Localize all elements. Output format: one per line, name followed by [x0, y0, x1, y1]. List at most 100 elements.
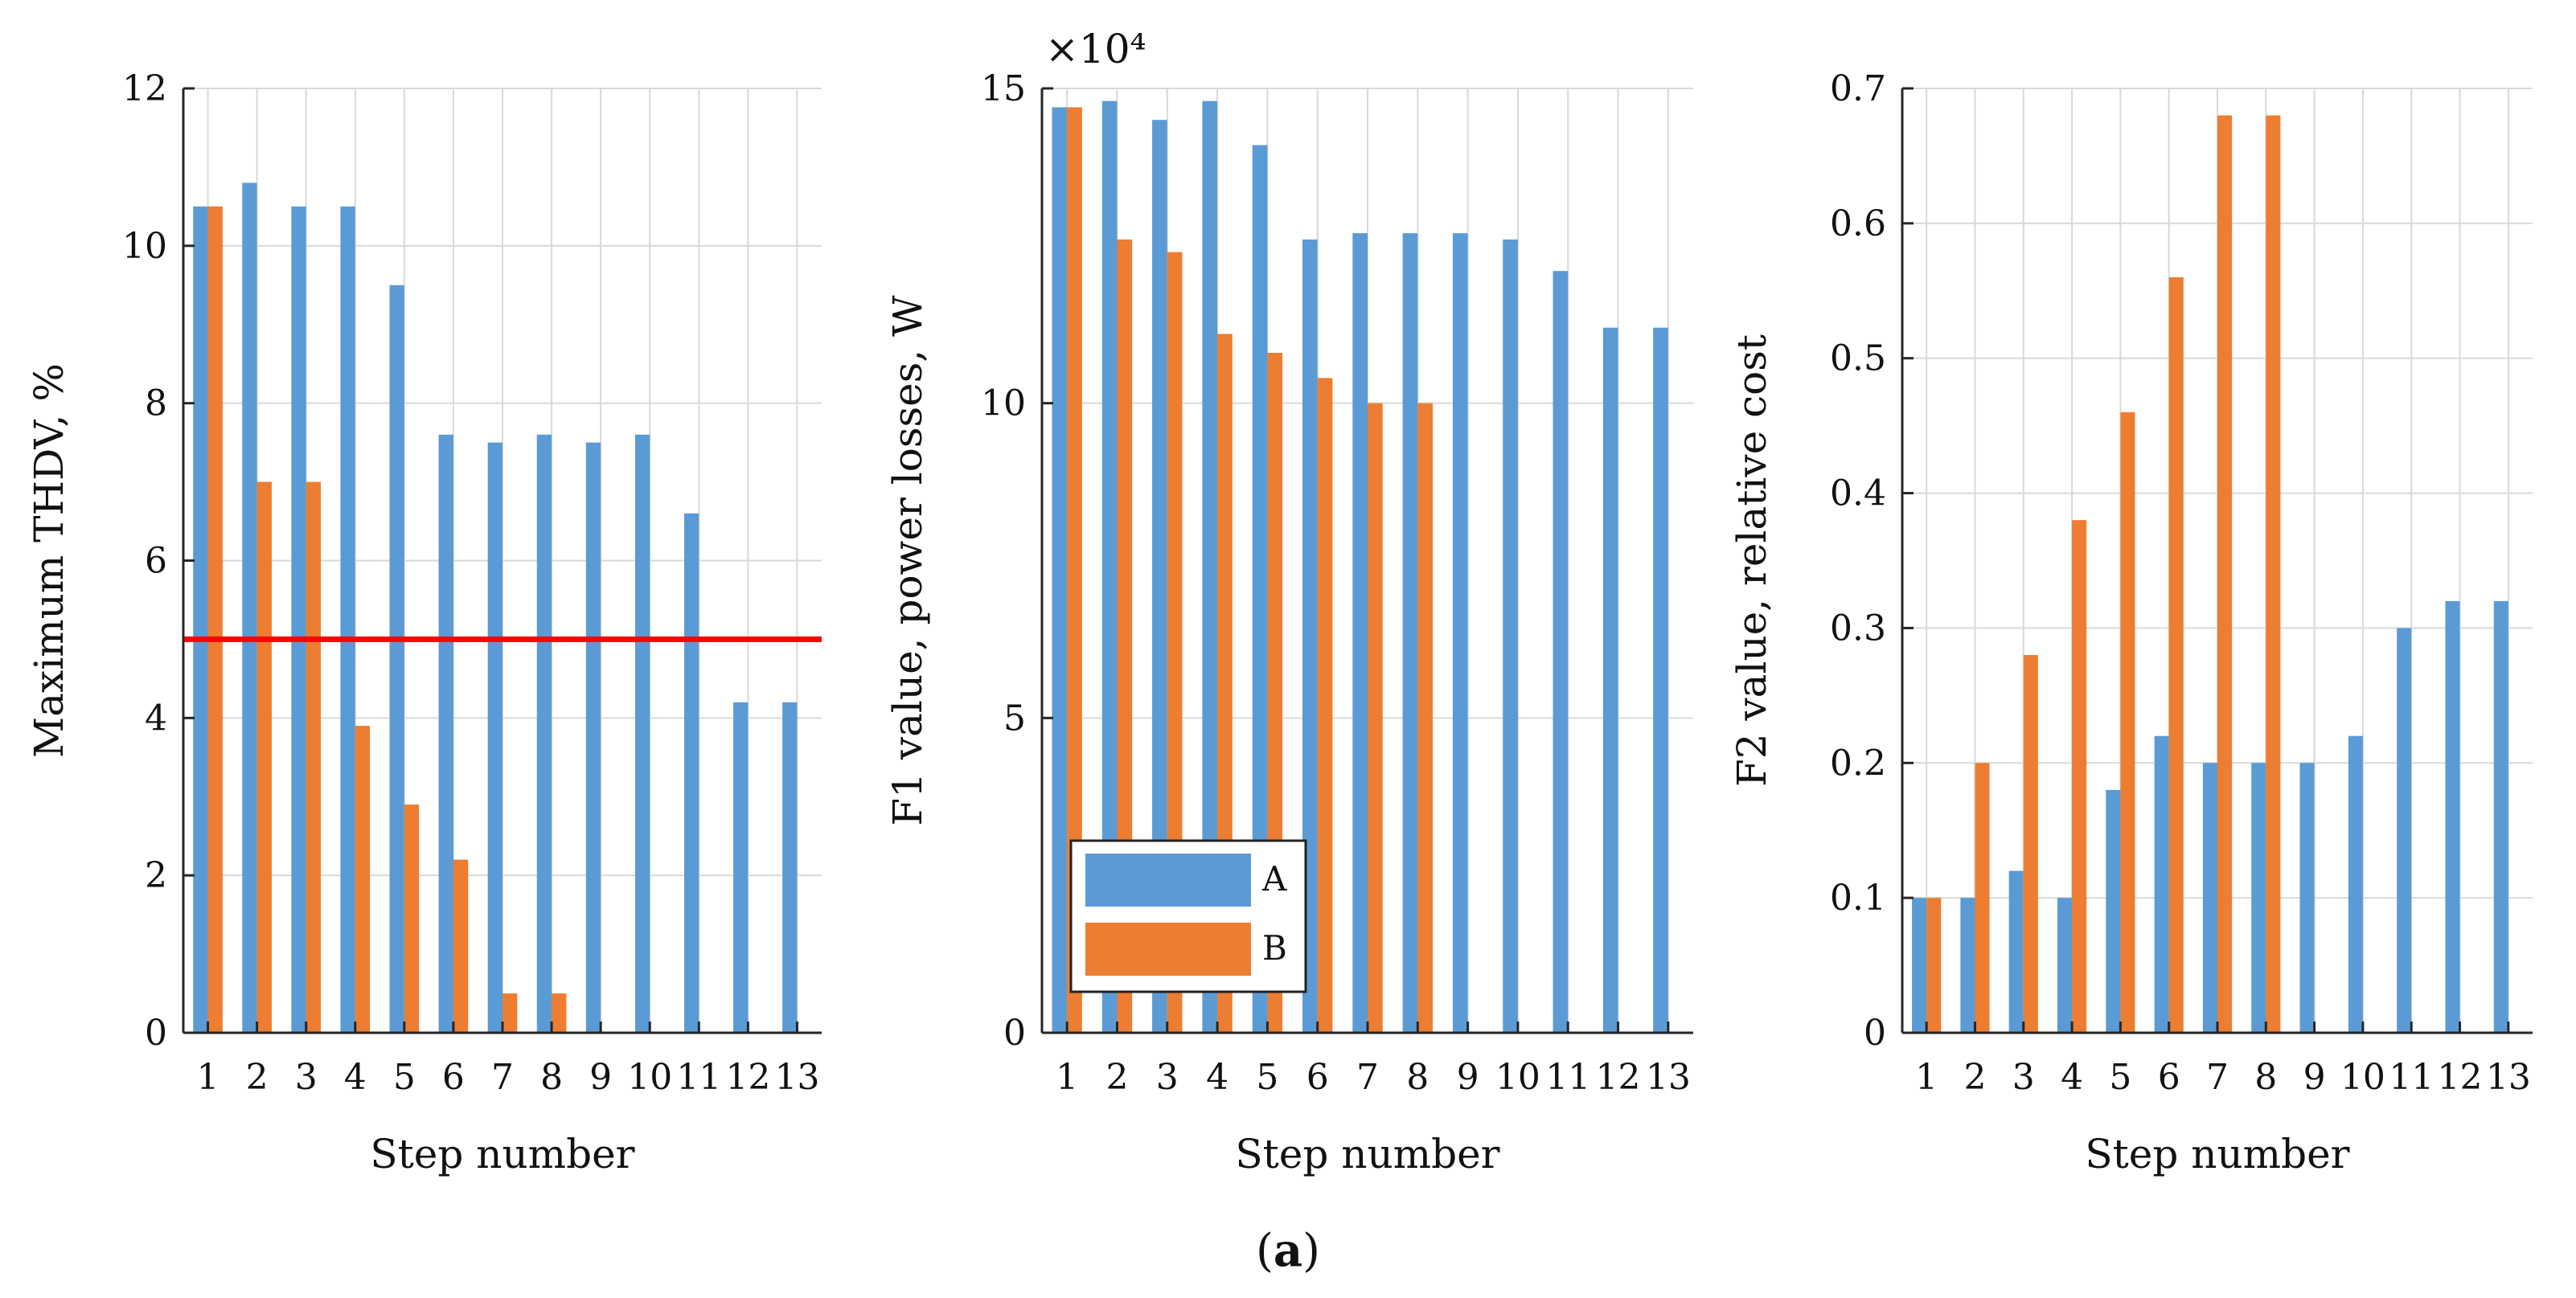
bar-f1-a-step-6 — [1302, 240, 1318, 1033]
bar-f1-b-step-2 — [1117, 240, 1133, 1033]
x-tick-label: 10 — [2340, 1057, 2385, 1098]
x-tick-label: 5 — [2109, 1057, 2131, 1098]
x-tick-label: 3 — [2012, 1057, 2035, 1098]
bar-f1-b-step-3 — [1167, 252, 1183, 1034]
bar-f1-a-step-5 — [1252, 145, 1268, 1033]
x-tick-label: 13 — [774, 1057, 819, 1098]
x-axis-title: Step number — [2085, 1131, 2349, 1177]
y-tick-label: 15 — [981, 68, 1026, 109]
bar-thdv-a-step-2 — [242, 182, 257, 1033]
legend-swatch-b — [1085, 923, 1251, 976]
x-tick-label: 5 — [1256, 1057, 1278, 1098]
x-tick-label: 11 — [676, 1057, 721, 1098]
y-axis-title: Maximum THDV, % — [26, 363, 72, 758]
bar-f2-b-step-3 — [2023, 655, 2038, 1033]
bar-f2-b-step-8 — [2266, 115, 2281, 1034]
bar-f1-b-step-7 — [1368, 403, 1383, 1034]
bar-f1-b-step-6 — [1317, 378, 1333, 1033]
x-tick-label: 11 — [1545, 1057, 1590, 1098]
bar-thdv-b-step-7 — [502, 993, 518, 1033]
x-tick-label: 1 — [197, 1057, 219, 1098]
bar-thdv-b-step-8 — [552, 993, 567, 1033]
x-tick-label: 6 — [1306, 1057, 1329, 1098]
bar-thdv-a-step-5 — [389, 285, 404, 1034]
x-tick-label: 7 — [2206, 1057, 2229, 1098]
bar-f1-a-step-10 — [1503, 240, 1518, 1033]
bar-f2-a-step-8 — [2251, 763, 2266, 1033]
x-axis-title: Step number — [370, 1131, 634, 1177]
x-tick-label: 6 — [442, 1057, 465, 1098]
bar-thdv-b-step-4 — [355, 726, 371, 1033]
x-tick-label: 4 — [1206, 1057, 1229, 1098]
x-tick-label: 1 — [1915, 1057, 1938, 1098]
bar-f2-a-step-4 — [2057, 898, 2073, 1033]
legend-swatch-a — [1085, 854, 1251, 907]
bar-thdv-b-step-2 — [256, 481, 272, 1033]
x-tick-label: 8 — [540, 1057, 563, 1098]
y-tick-label: 5 — [1003, 698, 1026, 739]
bar-f2-a-step-11 — [2397, 628, 2412, 1033]
x-tick-label: 11 — [2389, 1057, 2434, 1098]
y-tick-label: 0.3 — [1830, 608, 1886, 649]
bar-f1-b-step-8 — [1417, 403, 1433, 1034]
bar-thdv-a-step-10 — [634, 434, 650, 1033]
x-tick-label: 7 — [1356, 1057, 1379, 1098]
bar-f2-a-step-13 — [2493, 600, 2508, 1033]
bar-f2-a-step-10 — [2348, 735, 2363, 1033]
bar-f2-a-step-2 — [1960, 898, 1975, 1033]
bar-thdv-b-step-3 — [306, 481, 322, 1033]
x-tick-label: 9 — [2303, 1057, 2326, 1098]
y-tick-label: 6 — [145, 541, 167, 582]
x-tick-label: 12 — [1596, 1057, 1641, 1098]
bar-f2-a-step-1 — [1912, 898, 1927, 1033]
bar-thdv-a-step-8 — [536, 434, 552, 1033]
y-tick-label: 12 — [122, 68, 167, 109]
bar-f1-a-step-2 — [1101, 100, 1118, 1034]
x-tick-label: 12 — [725, 1057, 770, 1098]
legend-label-a: A — [1261, 859, 1287, 899]
x-tick-label: 1 — [1056, 1057, 1078, 1098]
bar-f2-b-step-6 — [2168, 277, 2184, 1033]
y-tick-label: 0.2 — [1830, 743, 1886, 784]
y-tick-label: 10 — [122, 226, 167, 267]
y-exponent-label: ×10⁴ — [1045, 26, 1146, 72]
bar-f2-b-step-2 — [1975, 763, 1990, 1033]
x-tick-label: 2 — [1105, 1057, 1128, 1098]
bar-f2-b-step-7 — [2217, 115, 2233, 1034]
y-tick-label: 0.7 — [1830, 68, 1886, 109]
x-tick-label: 2 — [1963, 1057, 1986, 1098]
y-tick-label: 0 — [1864, 1013, 1886, 1054]
bar-f1-a-step-7 — [1352, 233, 1368, 1034]
y-axis-title: F1 value, power losses, W — [884, 295, 931, 826]
x-tick-label: 3 — [1156, 1057, 1179, 1098]
x-tick-label: 13 — [2486, 1057, 2531, 1098]
bar-f1-a-step-13 — [1653, 327, 1668, 1034]
bar-f2-a-step-5 — [2106, 789, 2121, 1033]
bar-thdv-a-step-3 — [291, 206, 306, 1033]
x-tick-label: 3 — [295, 1057, 318, 1098]
bar-f2-a-step-9 — [2299, 763, 2315, 1033]
bar-thdv-a-step-4 — [340, 206, 355, 1033]
bar-f2-b-step-1 — [1926, 898, 1942, 1033]
x-tick-label: 5 — [393, 1057, 416, 1098]
x-tick-label: 6 — [2158, 1057, 2180, 1098]
bar-f2-b-step-5 — [2120, 412, 2135, 1033]
bar-thdv-a-step-12 — [733, 702, 749, 1033]
x-tick-label: 13 — [1646, 1057, 1691, 1098]
bar-thdv-a-step-7 — [487, 442, 502, 1033]
x-tick-label: 8 — [2254, 1057, 2277, 1098]
bar-thdv-b-step-6 — [453, 859, 469, 1033]
y-tick-label: 8 — [145, 383, 167, 424]
x-tick-label: 4 — [2061, 1057, 2083, 1098]
x-tick-label: 9 — [589, 1057, 612, 1098]
y-tick-label: 0.5 — [1830, 338, 1886, 379]
y-tick-label: 0 — [145, 1013, 167, 1054]
bar-f2-a-step-6 — [2154, 735, 2169, 1033]
figure-caption: (a) — [1256, 1224, 1320, 1277]
x-axis-title: Step number — [1235, 1131, 1499, 1177]
bar-f1-a-step-8 — [1402, 233, 1418, 1034]
bar-thdv-a-step-9 — [585, 442, 601, 1033]
bar-f2-a-step-7 — [2202, 763, 2217, 1033]
